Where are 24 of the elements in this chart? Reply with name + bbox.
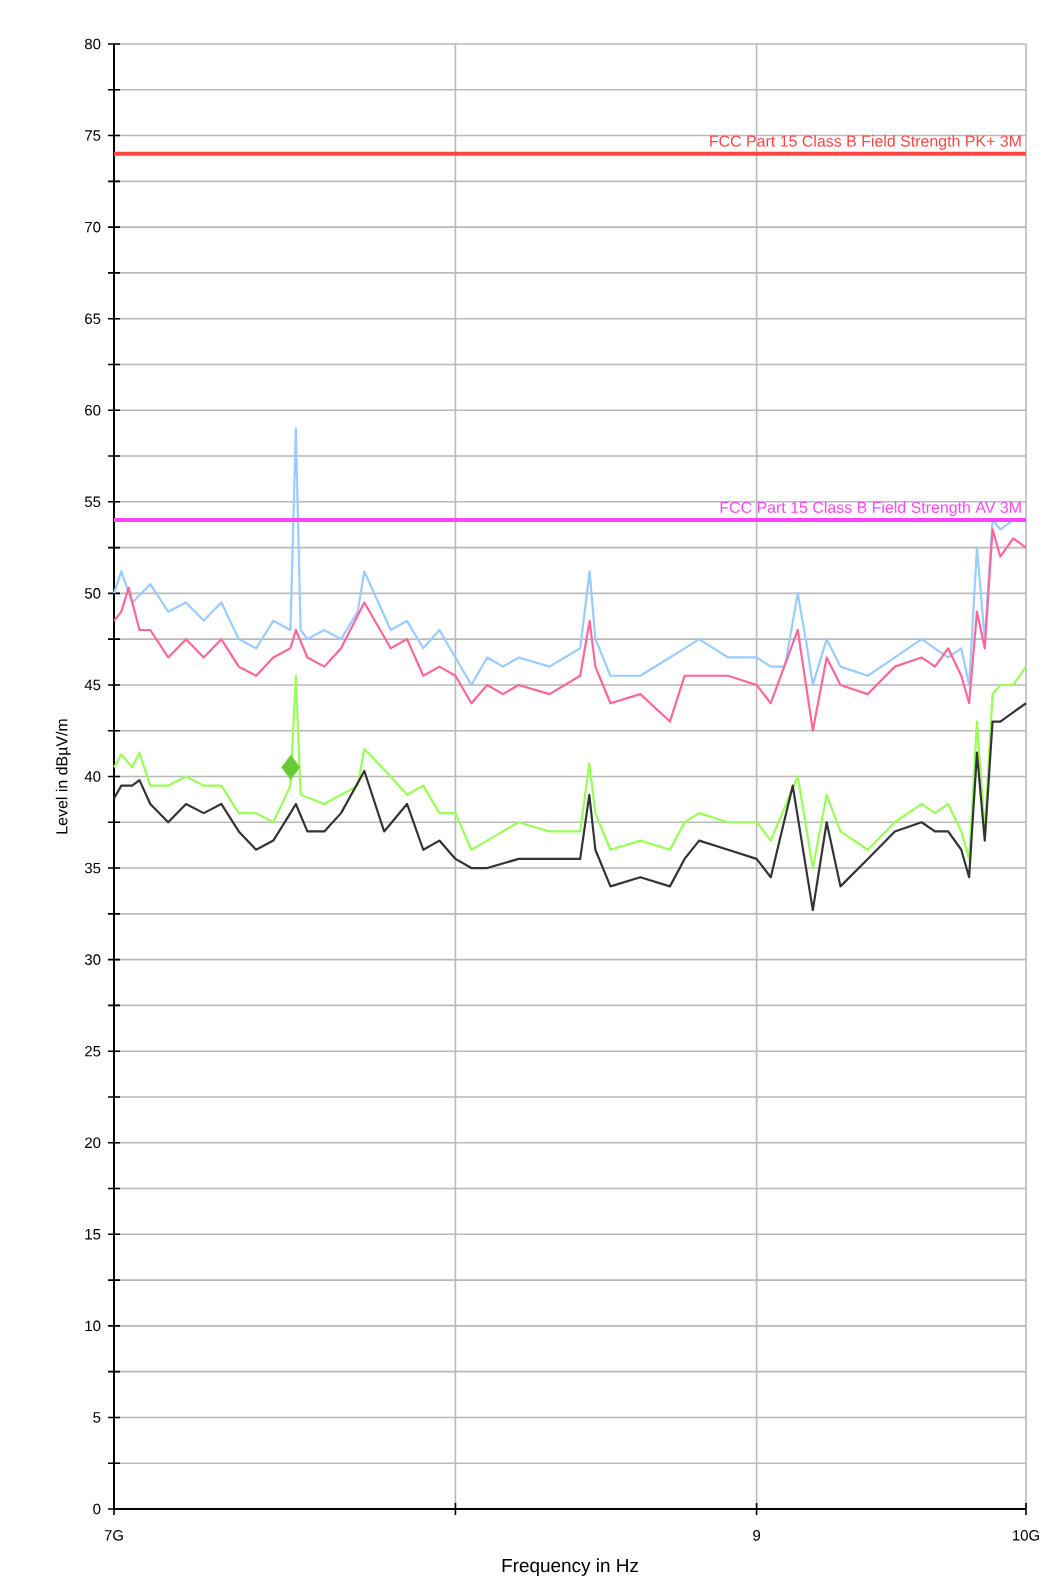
y-tick-label: 65 bbox=[85, 313, 101, 324]
y-tick-label: 50 bbox=[84, 588, 101, 599]
y-tick-label: 60 bbox=[85, 404, 101, 416]
ref-line-label: FCC Part 15 Class B Field Strength PK+ 3M bbox=[710, 135, 1021, 150]
y-tick-label: 55 bbox=[84, 496, 101, 508]
y-tick-label: 75 bbox=[85, 130, 101, 141]
y-tick-label: 30 bbox=[84, 954, 101, 965]
y-tick-label: 40 bbox=[84, 771, 101, 782]
x-tick-label: 7G bbox=[104, 1530, 123, 1541]
y-tick-label: 15 bbox=[85, 1229, 101, 1240]
y-axis-title: Level in dBµV/m bbox=[55, 719, 71, 834]
y-tick-label: 5 bbox=[93, 1412, 101, 1423]
y-tick-label: 0 bbox=[93, 1503, 101, 1515]
x-axis-title: Frequency in Hz bbox=[502, 1558, 638, 1576]
ref-line-label: FCC Part 15 Class B Field Strength AV 3M bbox=[720, 501, 1021, 517]
y-tick-label: 80 bbox=[84, 38, 101, 50]
y-tick-label: 45 bbox=[84, 679, 101, 691]
x-tick-label: 10G bbox=[1013, 1530, 1039, 1541]
y-tick-label: 20 bbox=[85, 1137, 101, 1149]
y-tick-label: 35 bbox=[84, 862, 101, 874]
y-tick-label: 70 bbox=[85, 221, 101, 233]
y-tick-label: 25 bbox=[85, 1045, 101, 1057]
y-tick-label: 10 bbox=[85, 1320, 101, 1332]
x-tick-label: 9 bbox=[753, 1530, 761, 1541]
